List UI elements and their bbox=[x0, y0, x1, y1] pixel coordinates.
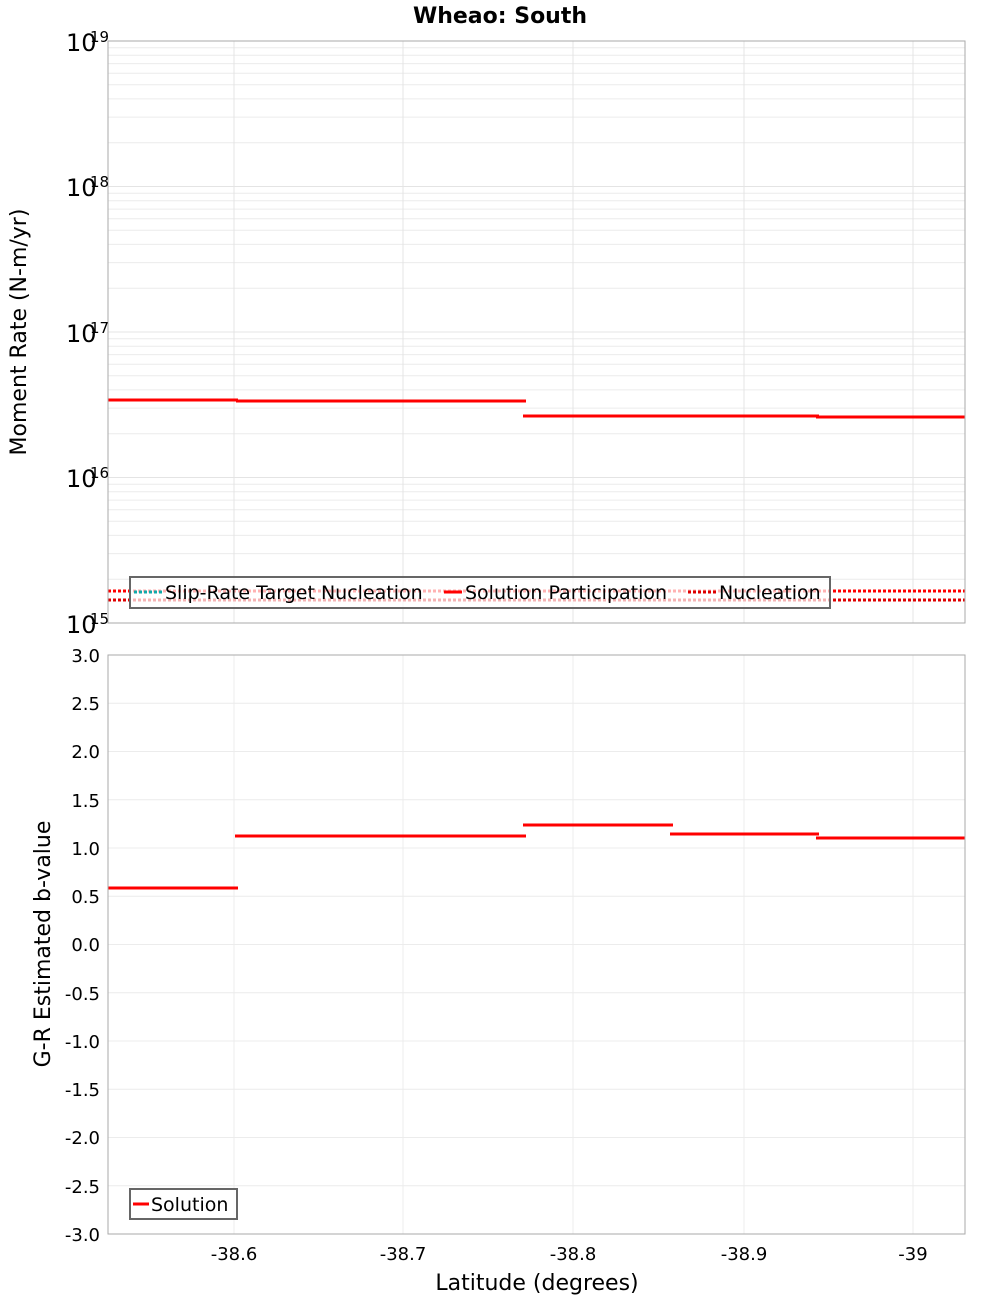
svg-text:3.0: 3.0 bbox=[71, 646, 100, 667]
svg-text:10: 10 bbox=[66, 320, 97, 348]
top-plot-border bbox=[107, 40, 966, 624]
top-major-grid bbox=[108, 41, 965, 623]
svg-text:2.0: 2.0 bbox=[71, 742, 100, 763]
top-legend: Slip-Rate Target Nucleation Solution Par… bbox=[129, 576, 831, 609]
svg-text:-38.8: -38.8 bbox=[550, 1244, 597, 1265]
svg-text:0.5: 0.5 bbox=[71, 887, 100, 908]
legend-target-nucleation-label: Slip-Rate Target Nucleation bbox=[165, 582, 423, 604]
bottom-grid bbox=[108, 655, 965, 1234]
bottom-plot: Solution 3.0 2.5 2.0 1.5 1.0 0.5 0.0 -0.… bbox=[31, 646, 966, 1296]
svg-text:10: 10 bbox=[66, 611, 97, 639]
legend-solution-participation-label: Solution Participation bbox=[465, 582, 667, 604]
svg-text:1.5: 1.5 bbox=[71, 791, 100, 812]
svg-text:-2.5: -2.5 bbox=[65, 1177, 100, 1198]
svg-text:0.0: 0.0 bbox=[71, 935, 100, 956]
legend-nucleation-label: Nucleation bbox=[719, 582, 821, 604]
svg-text:10: 10 bbox=[66, 174, 97, 202]
bottom-plot-border bbox=[107, 654, 966, 1235]
svg-text:19: 19 bbox=[90, 28, 109, 46]
svg-text:18: 18 bbox=[90, 173, 109, 191]
svg-text:17: 17 bbox=[90, 319, 109, 337]
svg-text:10: 10 bbox=[66, 29, 97, 57]
svg-text:15: 15 bbox=[90, 610, 109, 628]
x-axis-label: Latitude (degrees) bbox=[435, 1271, 638, 1296]
svg-text:16: 16 bbox=[90, 464, 109, 482]
svg-text:-1.5: -1.5 bbox=[65, 1080, 100, 1101]
svg-text:-38.9: -38.9 bbox=[721, 1244, 768, 1265]
x-ticks: -38.6 -38.7 -38.8 -38.9 -39 bbox=[211, 1244, 928, 1265]
svg-text:-38.7: -38.7 bbox=[380, 1244, 427, 1265]
svg-text:10: 10 bbox=[66, 465, 97, 493]
series-solution-bvalue bbox=[108, 823, 965, 890]
bottom-y-ticks: 3.0 2.5 2.0 1.5 1.0 0.5 0.0 -0.5 -1.0 -1… bbox=[65, 646, 100, 1246]
series-solution-participation bbox=[108, 398, 965, 419]
svg-text:-0.5: -0.5 bbox=[65, 984, 100, 1005]
svg-text:-3.0: -3.0 bbox=[65, 1225, 100, 1246]
top-minor-grid bbox=[108, 47, 965, 580]
chart-title: Wheao: South bbox=[413, 4, 587, 29]
svg-text:-2.0: -2.0 bbox=[65, 1128, 100, 1149]
bottom-y-axis-label: G-R Estimated b-value bbox=[31, 821, 56, 1068]
top-plot: Slip-Rate Target Nucleation Solution Par… bbox=[7, 28, 966, 639]
top-y-axis-label: Moment Rate (N-m/yr) bbox=[7, 209, 32, 456]
svg-text:-38.6: -38.6 bbox=[211, 1244, 258, 1265]
svg-text:-1.0: -1.0 bbox=[65, 1032, 100, 1053]
legend-solution-label: Solution bbox=[151, 1194, 228, 1216]
svg-text:1.0: 1.0 bbox=[71, 839, 100, 860]
bottom-legend: Solution bbox=[129, 1188, 238, 1220]
svg-text:2.5: 2.5 bbox=[71, 694, 100, 715]
svg-text:-39: -39 bbox=[898, 1244, 927, 1265]
